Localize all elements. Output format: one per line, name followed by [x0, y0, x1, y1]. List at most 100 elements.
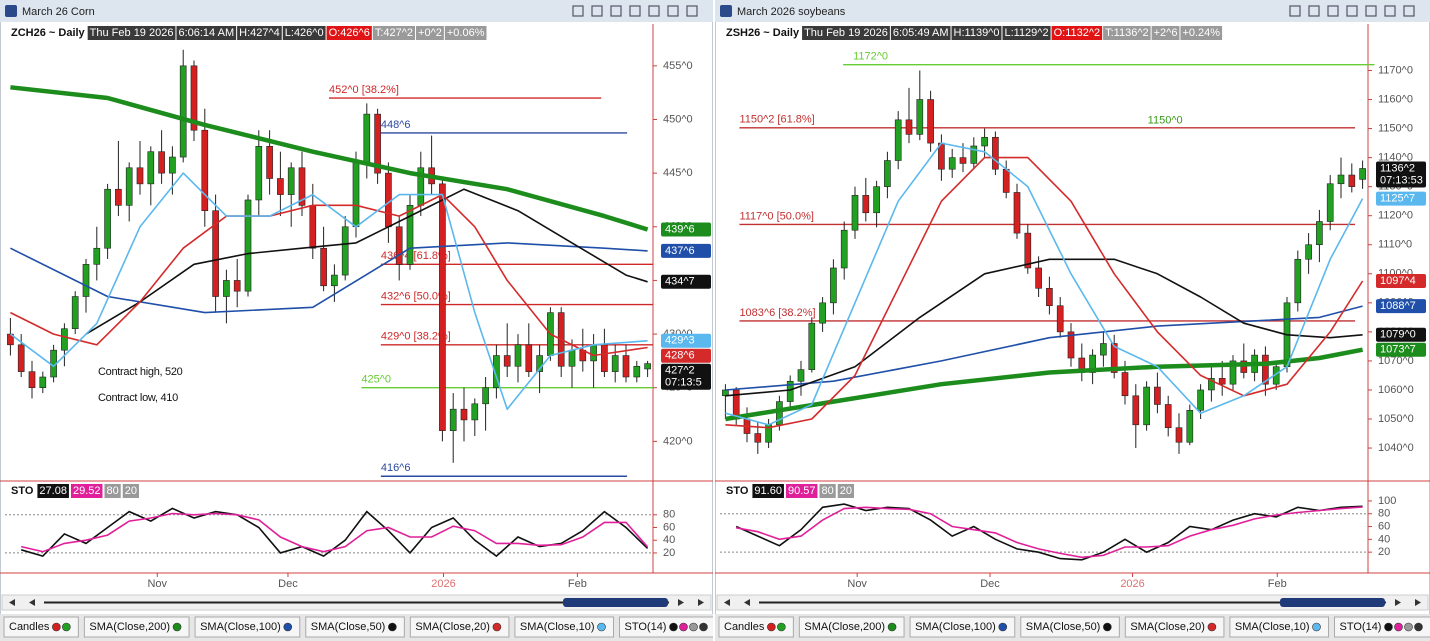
legend-label[interactable]: SMA(Close,100)	[915, 621, 996, 633]
header-pct-change: +0.06%	[447, 27, 485, 39]
scroll-button[interactable]	[9, 599, 15, 606]
candle-body	[916, 99, 924, 135]
legend-label[interactable]: STO(14)	[625, 621, 667, 633]
candle-body	[590, 344, 597, 362]
legend-swatch	[283, 622, 293, 632]
window-control[interactable]	[1365, 5, 1377, 17]
scroll-button[interactable]	[724, 599, 730, 606]
legend-item[interactable]	[409, 616, 510, 638]
y-tick-label: 1110^0	[1378, 239, 1412, 251]
ma-line	[10, 242, 648, 314]
legend-item[interactable]	[1334, 616, 1430, 638]
stoch-readout-box	[785, 484, 818, 498]
legend-item[interactable]	[3, 616, 79, 638]
window-control[interactable]	[1384, 5, 1396, 17]
scroll-button[interactable]	[1395, 599, 1401, 606]
legend-swatch	[1103, 622, 1112, 632]
legend-label[interactable]: SMA(Close,200)	[804, 621, 885, 633]
window-control[interactable]	[572, 5, 584, 17]
legend-label[interactable]: SMA(Close,50)	[1026, 621, 1101, 633]
legend-label[interactable]: SMA(Close,20)	[415, 621, 490, 633]
legend-item[interactable]	[619, 616, 716, 638]
x-tick-label: Dec	[980, 578, 1000, 590]
legend-swatch	[1404, 622, 1413, 632]
candle-body	[147, 151, 155, 185]
legend-item[interactable]	[909, 616, 1016, 638]
candle-body	[39, 376, 47, 389]
price-tag	[661, 222, 711, 237]
scroll-thumb[interactable]	[1280, 598, 1385, 607]
stoch-tick-label: 80	[1378, 508, 1390, 520]
candle-body	[104, 188, 111, 249]
scroll-button[interactable]	[29, 599, 35, 606]
window-control[interactable]	[610, 5, 622, 17]
window-control[interactable]	[1403, 5, 1415, 17]
legend-label[interactable]: SMA(Close,10)	[520, 621, 595, 633]
legend-item[interactable]	[194, 616, 301, 638]
window-control[interactable]	[1308, 5, 1320, 17]
legend-item[interactable]	[718, 616, 794, 638]
header-box	[1151, 26, 1180, 40]
legend-label[interactable]: SMA(Close,100)	[200, 621, 281, 633]
candle-body	[82, 264, 90, 297]
candle-body	[611, 355, 619, 372]
window-control[interactable]	[629, 5, 641, 17]
header-open: O:1132^2	[1054, 27, 1101, 39]
candle-body	[1348, 174, 1356, 187]
legend-item[interactable]	[305, 616, 405, 638]
window-control[interactable]	[591, 5, 603, 17]
legend-label[interactable]: Candles	[724, 621, 765, 633]
candle-body	[1056, 305, 1064, 333]
legend-item[interactable]	[798, 616, 905, 638]
window-control[interactable]	[1346, 5, 1358, 17]
legend-item[interactable]	[1124, 616, 1225, 638]
legend-item[interactable]	[83, 616, 190, 638]
candle-body	[212, 210, 219, 297]
header-change: +0^2	[418, 27, 442, 39]
window-control[interactable]	[686, 5, 698, 17]
price-tag-label: 434^7	[665, 276, 695, 288]
scroll-button[interactable]	[1415, 599, 1421, 606]
legend-swatch	[777, 622, 786, 632]
candle-body	[471, 403, 479, 421]
legend-item[interactable]	[1020, 616, 1120, 638]
scroll-button[interactable]	[698, 599, 704, 606]
scroll-button[interactable]	[744, 599, 750, 606]
legend-item[interactable]	[1229, 616, 1329, 638]
legend-label[interactable]: SMA(Close,200)	[89, 621, 170, 633]
price-tag-countdown: 07:13:5	[665, 377, 702, 389]
level-label: 448^6	[381, 119, 411, 131]
window-control[interactable]	[1327, 5, 1339, 17]
legend-label[interactable]: Candles	[9, 621, 50, 633]
candle-body	[1067, 331, 1075, 359]
window-control[interactable]	[667, 5, 679, 17]
level-label: 429^0 [38.2%]	[381, 331, 451, 343]
ma-line	[725, 156, 1364, 429]
candle-body	[1359, 168, 1366, 180]
legend-label[interactable]: SMA(Close,50)	[311, 621, 386, 633]
stoch-tick-label: 40	[663, 534, 675, 546]
x-tick-label: Feb	[568, 578, 587, 590]
candle-body	[266, 146, 273, 179]
candle-body	[1100, 343, 1107, 356]
legend-item[interactable]	[514, 616, 614, 638]
annotation: Contract low, 410	[98, 392, 178, 404]
candle-body	[873, 186, 880, 214]
scroll-button[interactable]	[678, 599, 684, 606]
header-high: H:1139^0	[954, 27, 1000, 39]
candle-body	[622, 355, 630, 378]
legend-label[interactable]: SMA(Close,20)	[1130, 621, 1205, 633]
candle-body	[1175, 427, 1183, 443]
candle-body	[1240, 360, 1248, 373]
candle-body	[797, 369, 805, 382]
price-tag-label: 439^6	[665, 223, 695, 235]
scroll-thumb[interactable]	[563, 598, 668, 607]
price-tag	[661, 274, 711, 289]
window-control[interactable]	[648, 5, 660, 17]
window-control[interactable]	[1289, 5, 1301, 17]
x-tick-label: Feb	[1268, 578, 1287, 590]
candle-body	[786, 380, 794, 402]
candle-body	[1337, 174, 1345, 185]
legend-label[interactable]: SMA(Close,10)	[1235, 621, 1310, 633]
legend-label[interactable]: STO(14)	[1340, 621, 1382, 633]
